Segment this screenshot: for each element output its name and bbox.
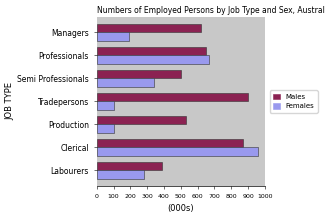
Bar bbox=[97, 171, 144, 178]
Bar bbox=[97, 124, 114, 132]
Bar bbox=[97, 94, 248, 101]
Bar bbox=[97, 78, 154, 87]
Text: Numbers of Employed Persons by Job Type and Sex, Australia, 2003: Numbers of Employed Persons by Job Type … bbox=[97, 5, 325, 14]
Legend: Males, Females: Males, Females bbox=[269, 90, 318, 113]
Bar bbox=[97, 48, 206, 55]
Bar bbox=[97, 140, 243, 147]
Bar bbox=[97, 32, 129, 41]
Bar bbox=[97, 101, 113, 110]
X-axis label: (000s): (000s) bbox=[167, 205, 194, 214]
Y-axis label: JOB TYPE: JOB TYPE bbox=[6, 83, 15, 120]
Bar bbox=[97, 117, 186, 124]
Bar bbox=[97, 71, 181, 78]
Bar bbox=[97, 162, 162, 171]
Bar bbox=[97, 147, 258, 155]
Bar bbox=[97, 55, 209, 64]
Bar bbox=[97, 25, 201, 32]
